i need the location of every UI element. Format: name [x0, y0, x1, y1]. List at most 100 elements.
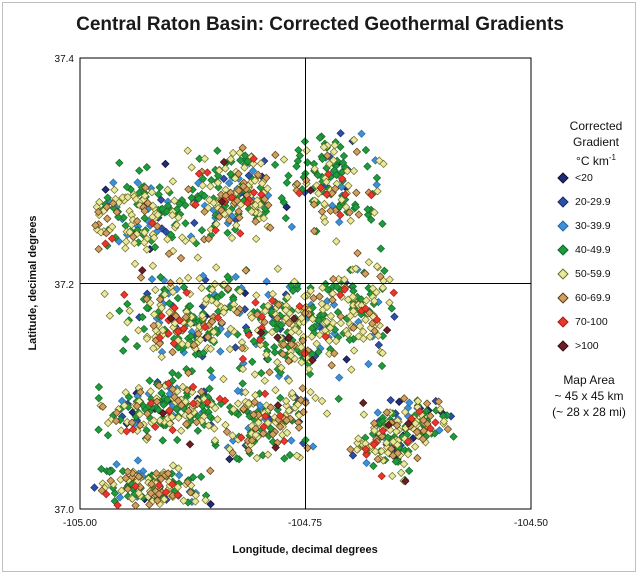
data-point: [129, 232, 138, 242]
data-point: [158, 436, 167, 445]
legend-marker: [557, 340, 569, 352]
data-point: [109, 178, 118, 187]
legend: <20 20-29.9 30-39.9 40-49.9 50-59.9 60-69.9 70…: [556, 170, 636, 362]
data-point: [210, 436, 220, 445]
data-point: [359, 334, 368, 343]
data-point: [221, 420, 230, 430]
data-point: [108, 199, 118, 208]
data-point: [94, 425, 103, 434]
data-point: [295, 151, 305, 160]
data-point: [203, 332, 213, 342]
data-point: [370, 296, 379, 306]
data-point: [251, 234, 261, 244]
data-point: [223, 228, 232, 238]
data-point: [367, 190, 376, 200]
data-point: [163, 201, 173, 211]
data-point: [318, 154, 327, 164]
data-point: [155, 183, 164, 192]
data-point: [284, 376, 294, 385]
data-point: [105, 467, 114, 476]
data-point: [257, 190, 266, 199]
data-point: [315, 292, 324, 301]
data-point: [297, 358, 306, 367]
data-point: [143, 432, 152, 442]
data-point: [325, 336, 334, 345]
data-point: [131, 482, 140, 491]
data-point: [308, 356, 317, 365]
data-point: [316, 183, 326, 192]
data-point: [252, 453, 262, 463]
data-point: [178, 233, 187, 242]
data-point: [331, 336, 341, 346]
data-point: [168, 491, 177, 500]
data-point: [209, 327, 218, 337]
data-point: [251, 391, 260, 400]
data-point: [419, 416, 428, 425]
data-point: [443, 424, 453, 434]
data-point: [378, 426, 388, 435]
data-point: [230, 174, 240, 183]
data-point: [150, 310, 159, 319]
data-point: [123, 467, 132, 476]
data-point: [221, 164, 230, 173]
data-point: [233, 399, 243, 408]
data-point: [361, 269, 370, 278]
data-point: [263, 450, 273, 459]
legend-label: 40-49.9: [575, 244, 611, 256]
data-point: [224, 179, 234, 188]
data-point: [228, 148, 238, 158]
data-point: [198, 311, 207, 320]
data-point: [207, 317, 217, 326]
data-point: [233, 386, 242, 396]
data-point: [195, 274, 204, 283]
data-point: [265, 368, 274, 377]
data-point: [275, 422, 285, 431]
data-point: [256, 159, 266, 168]
data-point: [377, 432, 387, 441]
data-point: [259, 429, 268, 438]
data-point: [324, 169, 333, 179]
legend-title: Corrected Gradient °C km-1: [556, 118, 636, 169]
data-point: [134, 488, 143, 498]
data-point: [276, 393, 285, 403]
data-point: [266, 223, 275, 232]
data-point: [184, 185, 193, 194]
data-point: [349, 301, 358, 310]
data-point: [294, 418, 303, 427]
data-point: [132, 341, 142, 351]
legend-label: >100: [575, 340, 599, 352]
data-point: [196, 472, 206, 482]
data-point: [372, 180, 381, 189]
data-point: [173, 490, 182, 500]
data-point: [300, 349, 310, 358]
data-point: [154, 381, 164, 390]
data-point: [202, 295, 211, 304]
data-point: [370, 326, 379, 336]
data-point: [191, 200, 200, 209]
data-point: [147, 275, 157, 284]
data-point: [281, 306, 291, 315]
data-point: [336, 290, 345, 299]
data-point: [430, 429, 440, 438]
data-point: [205, 384, 214, 393]
y-tick-label: 37.0: [55, 505, 75, 516]
data-point: [262, 173, 271, 183]
data-point: [193, 412, 202, 421]
data-point: [365, 332, 375, 341]
data-point: [134, 472, 143, 481]
data-point: [410, 442, 420, 451]
data-point: [336, 318, 345, 328]
data-point: [314, 347, 323, 357]
data-point: [203, 398, 212, 407]
data-point: [270, 348, 280, 357]
data-point: [357, 129, 366, 138]
data-point: [174, 213, 183, 222]
data-point: [244, 446, 253, 455]
data-point: [164, 379, 173, 388]
data-point: [136, 273, 146, 282]
data-point: [121, 237, 131, 246]
data-point: [237, 338, 247, 347]
data-point: [268, 430, 278, 439]
data-point: [146, 489, 156, 498]
